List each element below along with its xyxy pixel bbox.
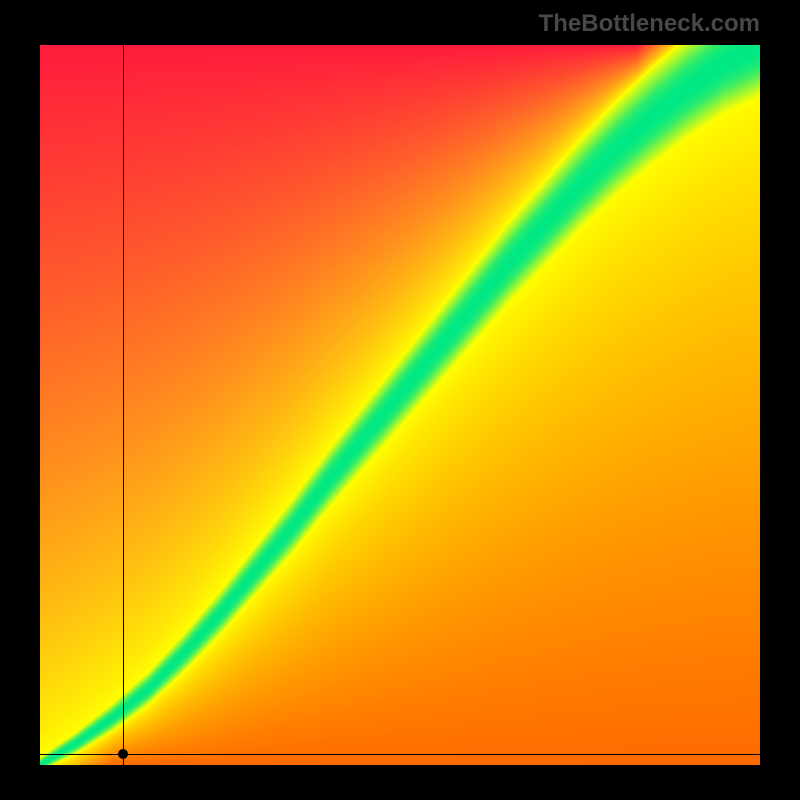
plot-area [40,45,760,765]
marker-dot [118,749,128,759]
bottleneck-heatmap [40,45,760,765]
watermark-text: TheBottleneck.com [539,10,760,38]
crosshair-horizontal [40,754,760,755]
crosshair-vertical [123,45,124,765]
